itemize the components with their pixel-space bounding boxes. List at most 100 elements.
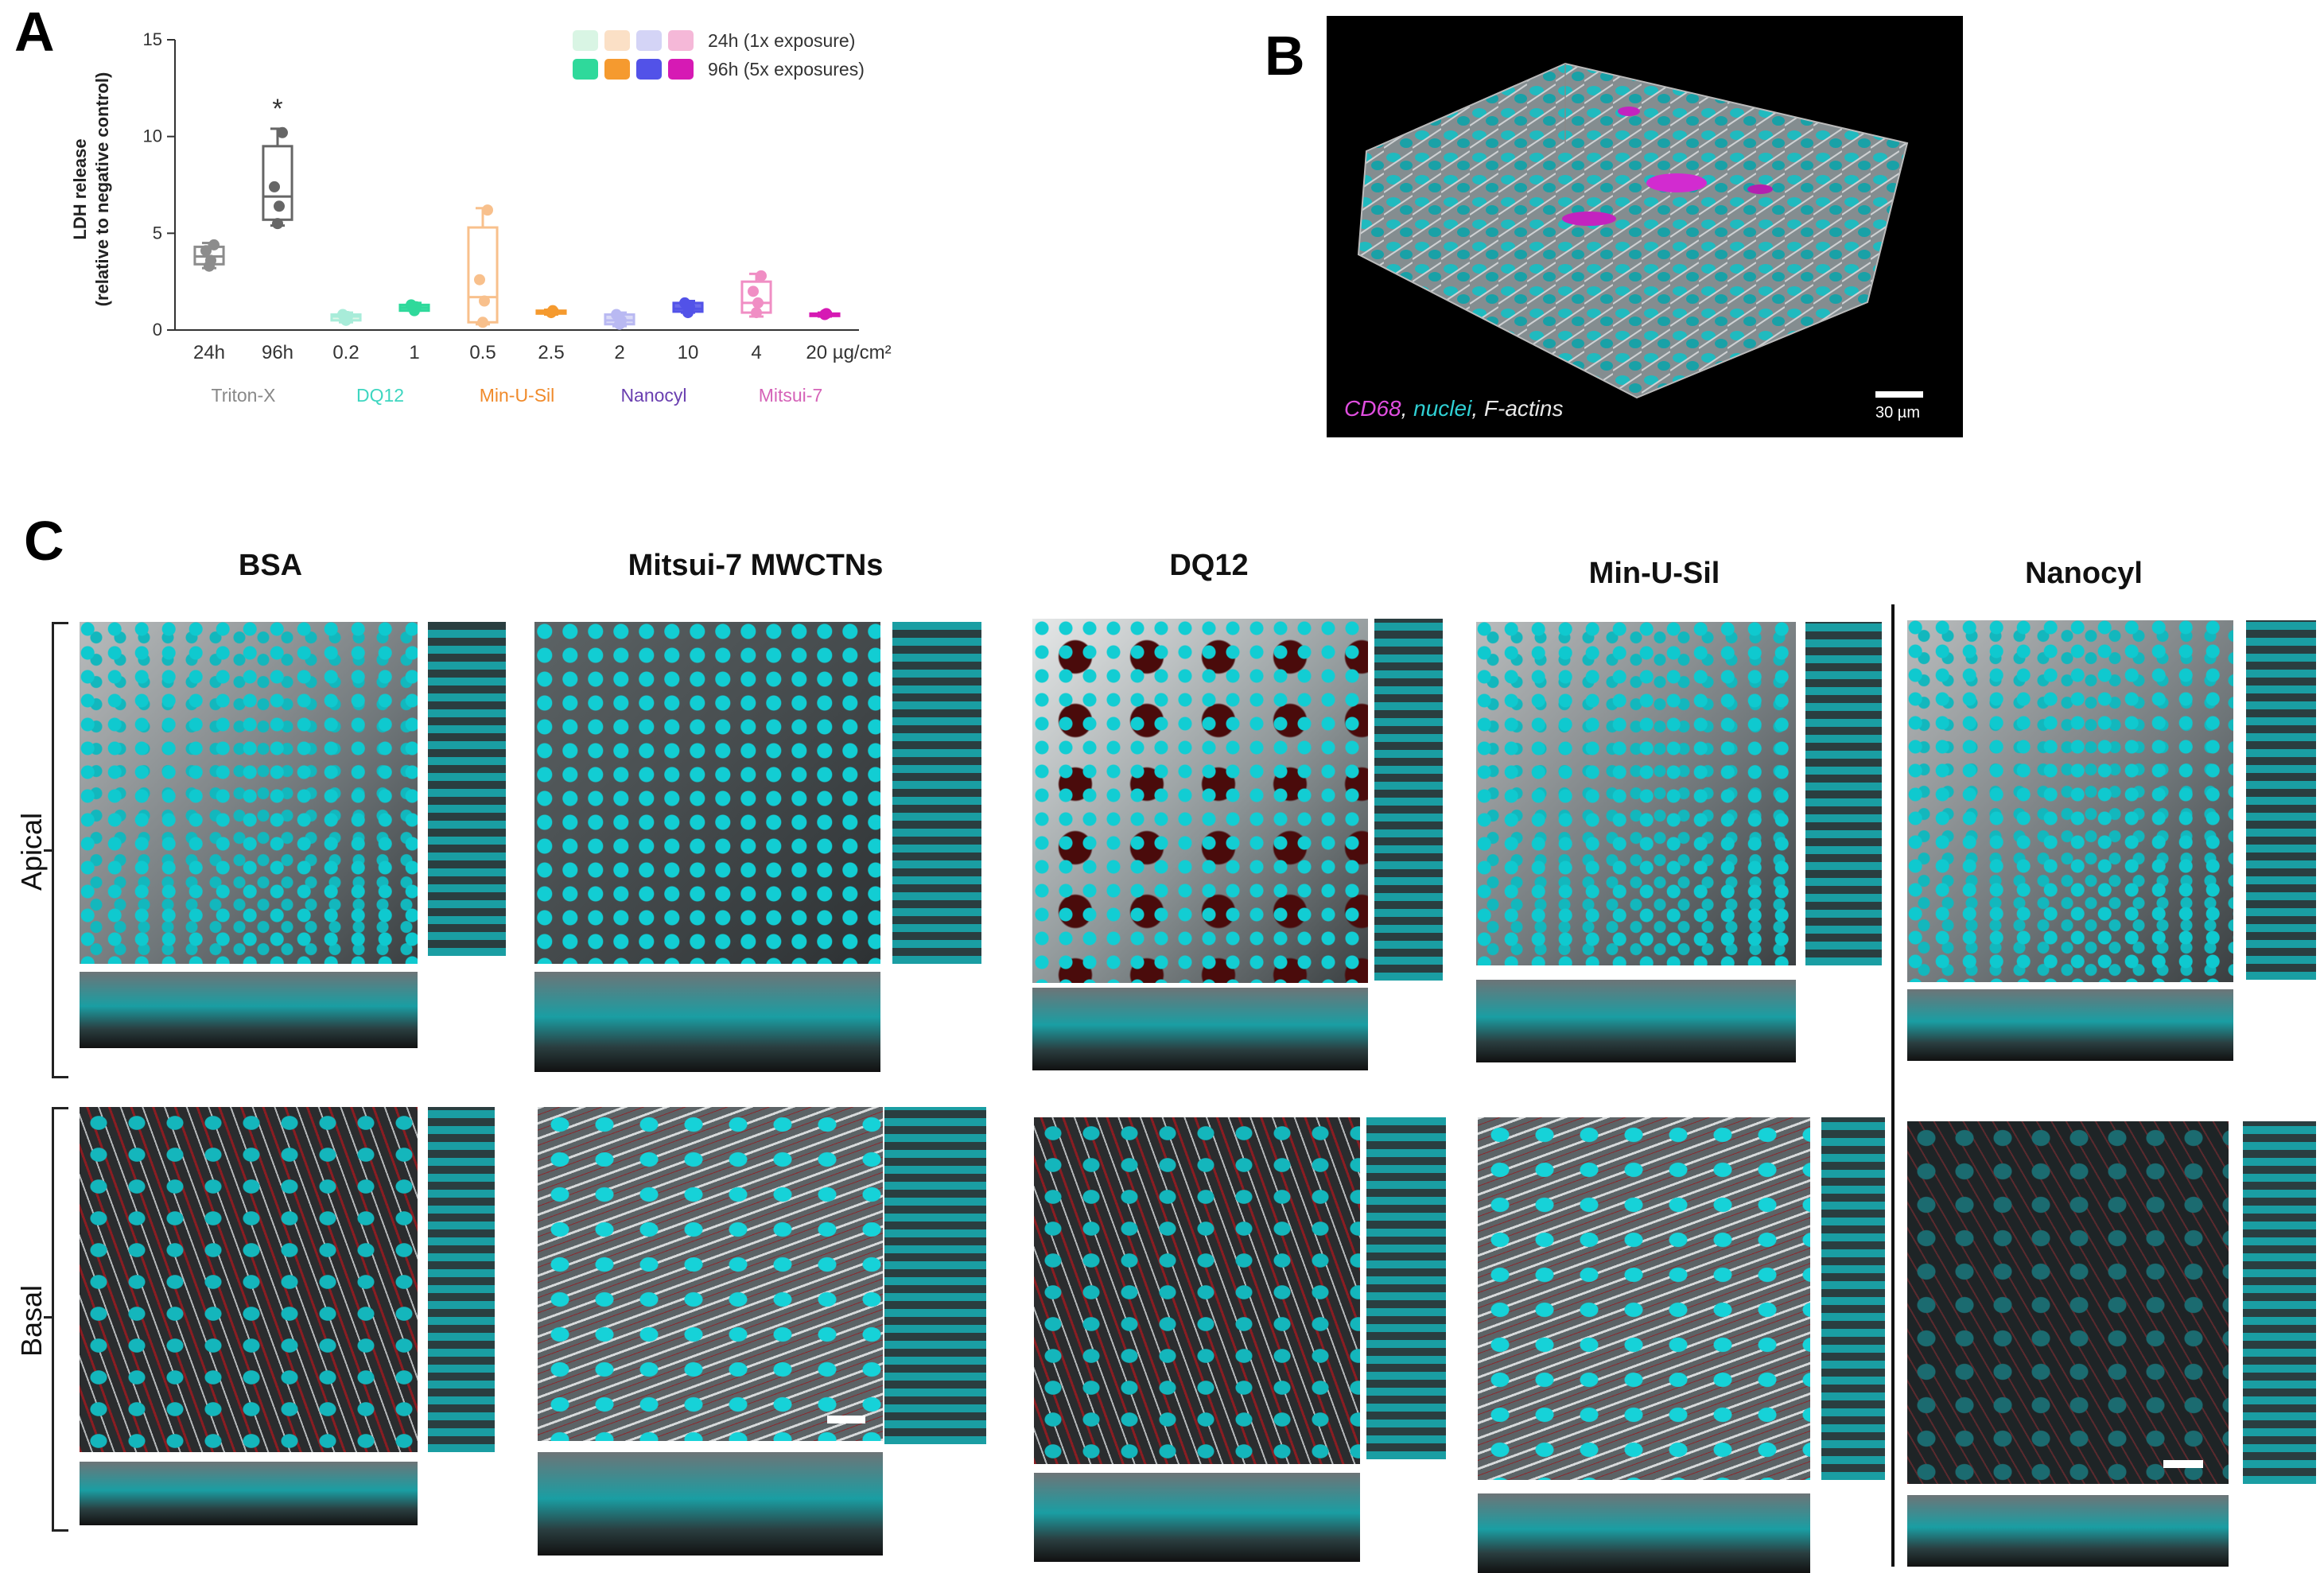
data-point <box>474 274 485 285</box>
confocal-3d-image: CD68, nuclei, F-actins 30 µm <box>1327 16 1963 437</box>
panel-divider <box>1891 604 1895 1567</box>
micrograph-yz-section-28 <box>2243 1121 2316 1484</box>
col-title-mitsui: Mitsui-7 MWCTNs <box>628 549 884 582</box>
row-label-basal: Basal <box>15 1284 48 1357</box>
group-label: Mitsui-7 <box>759 385 823 406</box>
box-iqr <box>467 226 499 324</box>
x-tick-label: 10 <box>678 342 699 363</box>
data-point <box>277 126 288 138</box>
box-20gcm <box>809 308 841 320</box>
col-title-bsa: BSA <box>238 549 303 582</box>
box-10 <box>672 297 704 319</box>
micrograph-yz-section-10 <box>1805 622 1882 965</box>
micrograph-xz-section-20 <box>538 1452 883 1556</box>
data-point <box>482 204 493 216</box>
micrograph-yz-section-7 <box>1374 619 1443 981</box>
panel-c-scale-bar-1 <box>2163 1460 2203 1468</box>
panel-b-scale-bar <box>1875 391 1923 398</box>
panel-label-b: B <box>1265 25 1305 87</box>
micrograph-xy-view-9 <box>1476 622 1796 965</box>
significance-marker: * <box>272 94 282 124</box>
micrograph-yz-section-13 <box>2246 620 2316 980</box>
data-point <box>272 218 283 230</box>
row-label-apical: Apical <box>15 812 48 891</box>
data-point <box>200 245 212 257</box>
micrograph-xz-section-23 <box>1034 1473 1360 1562</box>
legend-swatch <box>636 59 662 80</box>
panel-c-scale-bar-0 <box>827 1416 865 1423</box>
data-point <box>479 295 490 307</box>
data-point <box>611 309 622 320</box>
x-tick-label: 24h <box>193 342 225 363</box>
col-title-minusil: Min-U-Sil <box>1588 557 1720 590</box>
legend-swatch <box>668 30 694 51</box>
legend-factins: F-actins <box>1483 396 1564 421</box>
legend-swatch <box>668 59 694 80</box>
y-tick-label: 5 <box>153 223 162 243</box>
panel-b-legend: CD68, nuclei, F-actins <box>1344 396 1564 421</box>
apical-bracket <box>52 622 68 1078</box>
micrograph-yz-section-16 <box>428 1107 495 1452</box>
legend-swatch <box>573 59 598 80</box>
micrograph-yz-section-22 <box>1366 1117 1446 1459</box>
micrograph-xy-view-0 <box>80 622 418 964</box>
box-02 <box>330 309 362 326</box>
box-25 <box>535 305 567 319</box>
group-label: Triton-X <box>212 385 276 406</box>
x-tick-label: 1 <box>409 342 419 363</box>
box-1 <box>398 299 430 317</box>
y-tick-label: 15 <box>143 29 162 49</box>
basal-bracket-tick <box>44 1316 53 1319</box>
micrograph-xz-section-8 <box>1032 988 1368 1070</box>
legend-cd68: CD68 <box>1344 396 1401 421</box>
y-axis-label: LDH release <box>70 138 90 239</box>
legend-label: 24h (1x exposure) <box>708 30 855 51</box>
legend-swatch <box>604 30 630 51</box>
micrograph-xz-section-14 <box>1907 989 2233 1061</box>
panel-label-c: C <box>24 510 64 572</box>
data-point <box>269 181 280 192</box>
micrograph-yz-section-25 <box>1821 1117 1885 1480</box>
data-point <box>274 200 285 212</box>
box-4 <box>740 270 772 319</box>
micrograph-xy-view-3 <box>534 622 880 964</box>
data-point <box>821 308 832 320</box>
data-point <box>752 297 764 309</box>
micrograph-yz-section-4 <box>892 622 981 964</box>
panel-b-scale-label: 30 µm <box>1875 404 1920 421</box>
data-point <box>748 285 759 297</box>
confocal-3d-rendering <box>1357 62 1909 399</box>
micrograph-yz-section-1 <box>428 622 506 956</box>
micrograph-xz-section-26 <box>1478 1493 1810 1573</box>
basal-bracket <box>52 1107 68 1532</box>
data-point <box>208 239 220 251</box>
col-title-nanocyl: Nanocyl <box>2025 557 2143 590</box>
data-point <box>477 317 488 328</box>
micrograph-xy-view-15 <box>80 1107 418 1452</box>
chart-axes: 0 5 10 15 <box>143 29 859 340</box>
chart-boxes: * <box>193 94 841 330</box>
x-tick-label: 2.5 <box>538 342 564 363</box>
data-point <box>406 299 417 311</box>
micrograph-xy-view-27 <box>1907 1121 2229 1484</box>
x-tick-labels: 24h 96h 0.2 1 0.5 2.5 2 10 4 20 µg/cm² <box>193 342 892 363</box>
group-labels: Triton-X DQ12 Min-U-Sil Nanocyl Mitsui-7 <box>212 385 823 406</box>
legend-swatch <box>573 30 598 51</box>
data-point <box>205 254 216 266</box>
micrograph-xy-view-18 <box>538 1107 883 1441</box>
micrograph-xy-view-6 <box>1032 619 1368 983</box>
micrograph-xz-section-5 <box>534 972 880 1072</box>
y-tick-label: 0 <box>153 320 162 340</box>
data-point <box>751 307 762 319</box>
micrograph-xy-view-12 <box>1907 620 2233 982</box>
group-label: Nanocyl <box>620 385 686 406</box>
box-05 <box>467 204 499 328</box>
group-label: DQ12 <box>356 385 404 406</box>
x-tick-label: 4 <box>751 342 761 363</box>
micrograph-xz-section-29 <box>1907 1495 2229 1567</box>
x-tick-label: 20 µg/cm² <box>806 342 891 363</box>
micrograph-yz-section-19 <box>884 1107 986 1444</box>
chart-legend: 24h (1x exposure) 96h (5x exposures) <box>573 30 865 80</box>
box-2 <box>604 309 635 330</box>
micrograph-xy-view-24 <box>1478 1117 1810 1480</box>
